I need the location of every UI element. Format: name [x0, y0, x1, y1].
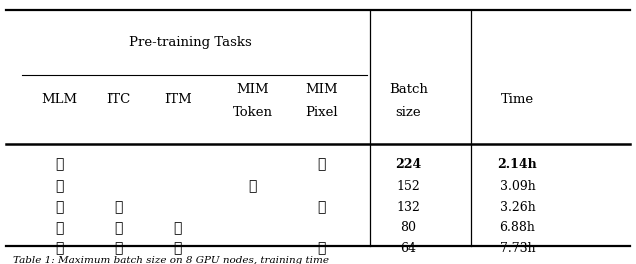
Text: Batch: Batch: [389, 83, 428, 96]
Text: ✓: ✓: [114, 200, 123, 214]
Text: ✓: ✓: [174, 241, 182, 256]
Text: Table 1: Maximum batch size on 8 GPU nodes, training time: Table 1: Maximum batch size on 8 GPU nod…: [13, 256, 329, 264]
Text: 152: 152: [396, 180, 420, 193]
Text: 132: 132: [396, 201, 420, 214]
Text: 3.09h: 3.09h: [499, 180, 536, 193]
Text: 7.73h: 7.73h: [500, 242, 536, 255]
Text: MIM: MIM: [236, 83, 269, 96]
Text: ✓: ✓: [317, 200, 325, 214]
Text: Pixel: Pixel: [305, 106, 338, 119]
Text: ITC: ITC: [106, 93, 130, 106]
Text: ✓: ✓: [55, 157, 64, 171]
Text: 3.26h: 3.26h: [499, 201, 536, 214]
Text: ✓: ✓: [55, 241, 64, 256]
Text: ✓: ✓: [55, 179, 64, 193]
Text: ✓: ✓: [55, 200, 64, 214]
Text: 2.14h: 2.14h: [497, 158, 537, 171]
Text: 64: 64: [401, 242, 417, 255]
Text: ✓: ✓: [317, 157, 325, 171]
Text: ✓: ✓: [114, 221, 123, 235]
Text: 6.88h: 6.88h: [499, 221, 536, 234]
Text: ✓: ✓: [317, 241, 325, 256]
Text: MLM: MLM: [41, 93, 78, 106]
Text: Token: Token: [233, 106, 273, 119]
Text: size: size: [396, 106, 421, 119]
Text: ✓: ✓: [174, 221, 182, 235]
Text: 80: 80: [401, 221, 417, 234]
Text: MIM: MIM: [305, 83, 338, 96]
Text: ✓: ✓: [114, 241, 123, 256]
Text: ✓: ✓: [249, 179, 257, 193]
Text: 224: 224: [395, 158, 422, 171]
Text: ✓: ✓: [55, 221, 64, 235]
Text: Pre-training Tasks: Pre-training Tasks: [129, 36, 252, 49]
Text: ITM: ITM: [164, 93, 191, 106]
Text: Time: Time: [501, 93, 534, 106]
